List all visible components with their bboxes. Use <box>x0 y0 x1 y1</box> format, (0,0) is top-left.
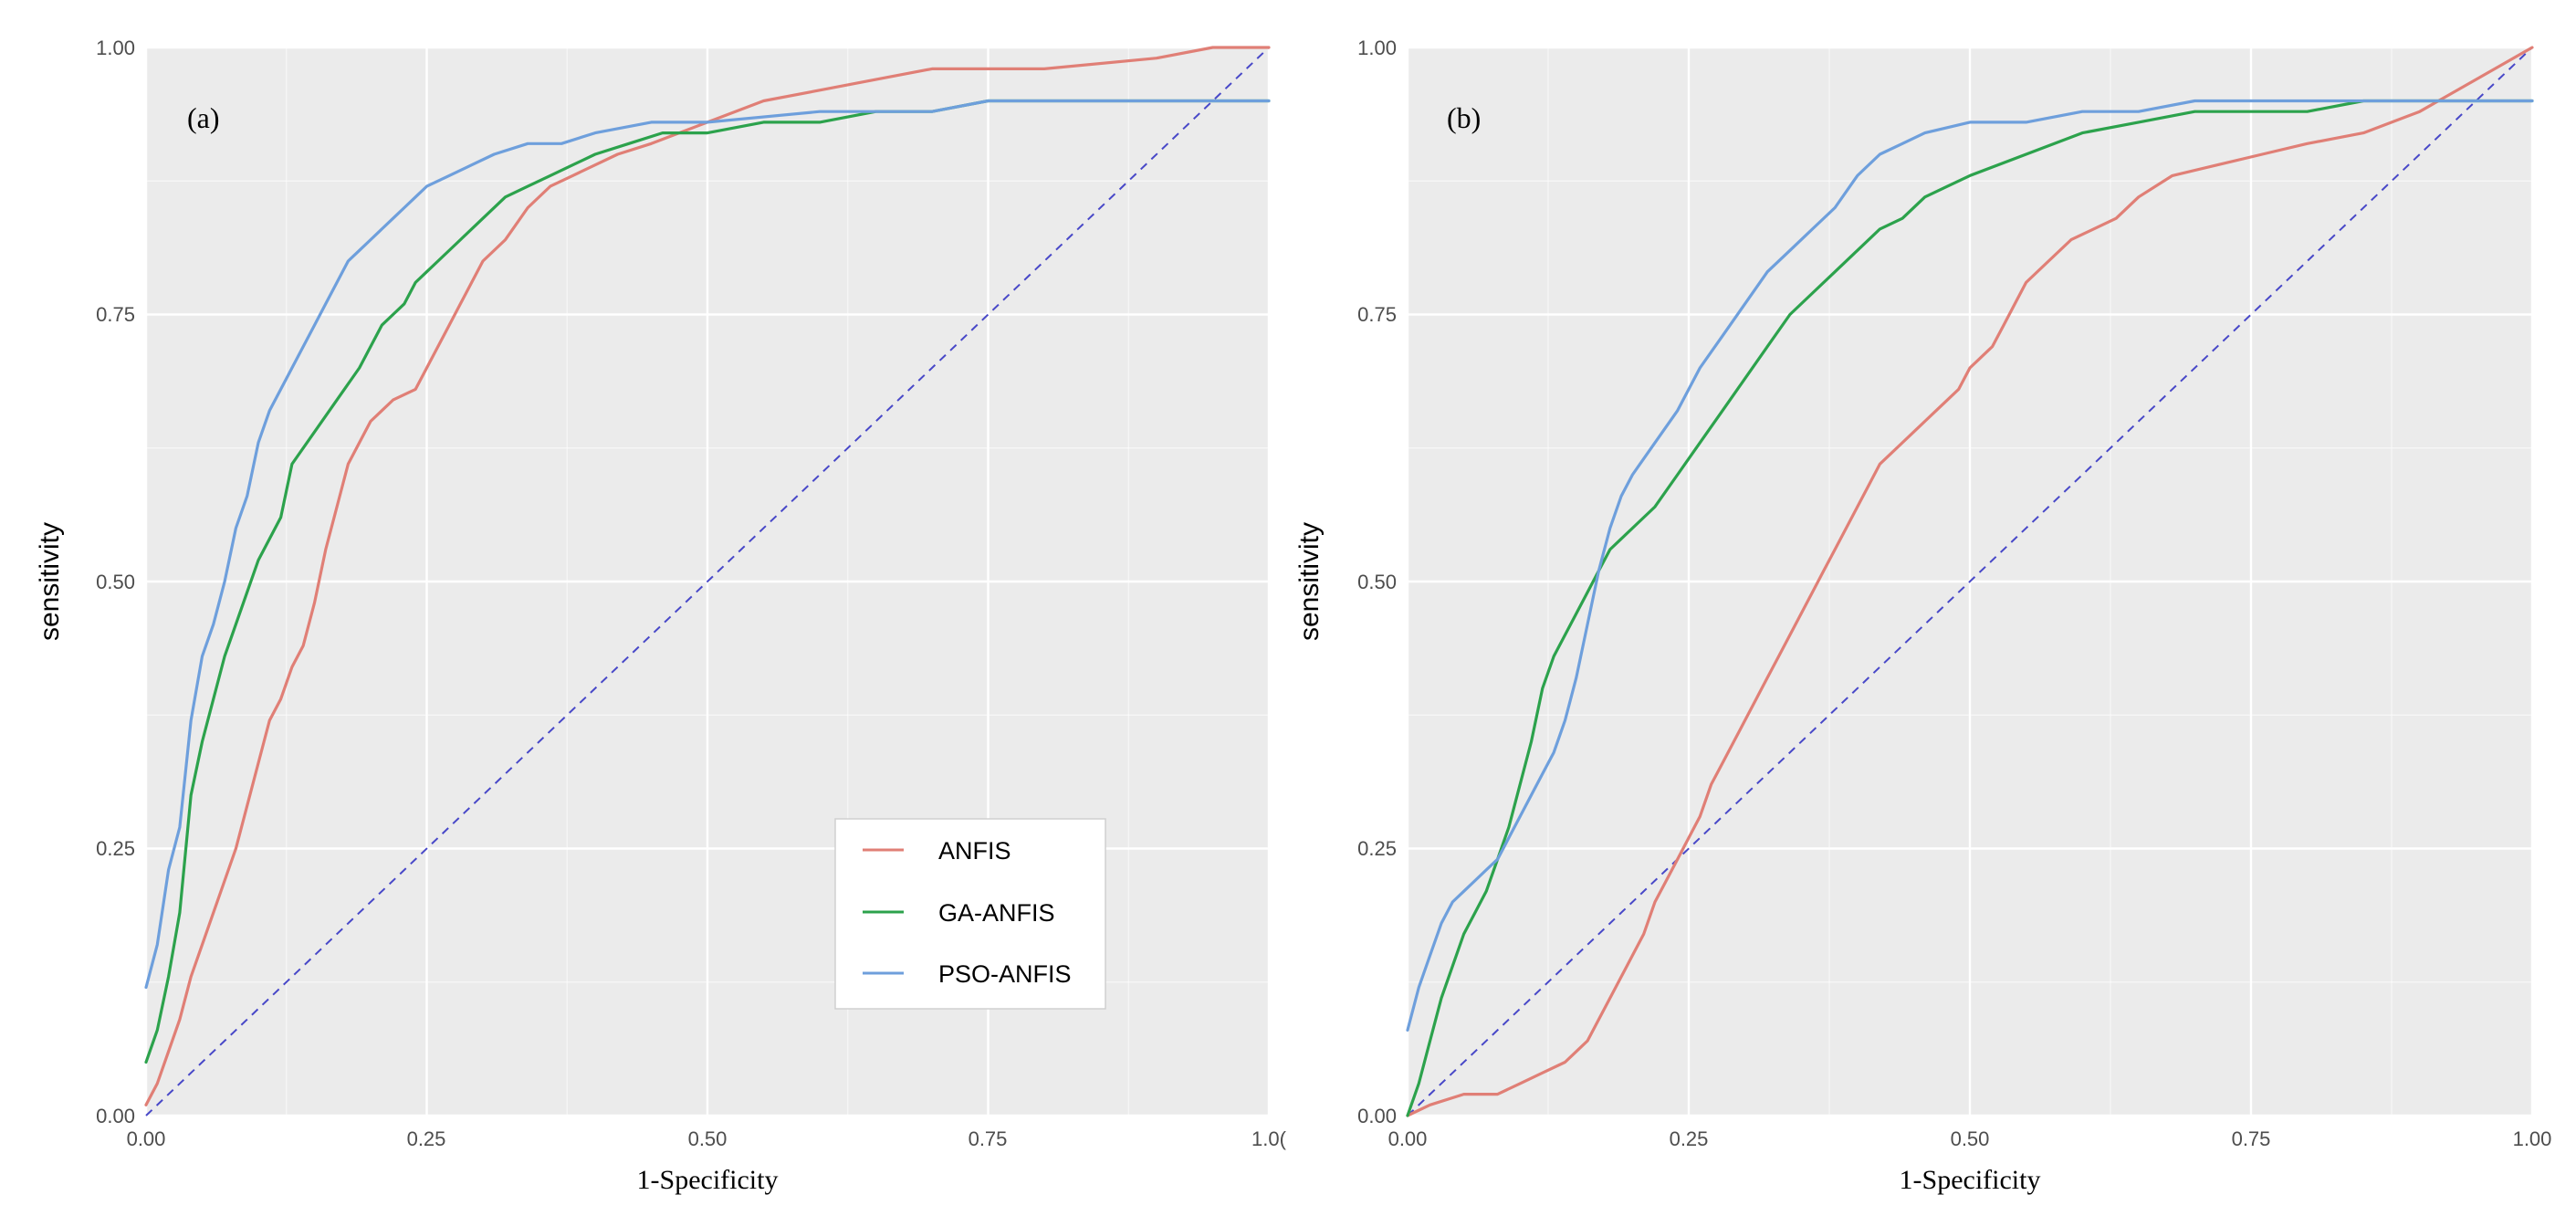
panel-label: (a) <box>187 101 220 134</box>
y-tick-label: 0.25 <box>1357 837 1397 860</box>
y-tick-labels: 0.00 0.25 0.50 0.75 1.00 <box>96 37 135 1127</box>
y-tick-label: 0.25 <box>96 837 135 860</box>
x-tick-label: 0.50 <box>1951 1127 1990 1150</box>
legend-label-anfis: ANFIS <box>938 837 1011 865</box>
y-tick-label: 0.50 <box>1357 571 1397 593</box>
y-tick-label: 1.00 <box>96 37 135 59</box>
y-tick-label: 0.50 <box>96 571 135 593</box>
series-line-pso-anfis <box>1406 99 2534 1033</box>
series-line-ga-anfis <box>1406 99 2534 1117</box>
y-tick-label: 0.00 <box>96 1105 135 1127</box>
series-line-pso-anfis <box>144 99 1271 990</box>
y-tick-label: 0.75 <box>1357 303 1397 326</box>
x-axis-title: 1-Specificity <box>637 1165 779 1195</box>
x-tick-label: 0.00 <box>1388 1127 1428 1150</box>
legend: ANFIS GA-ANFIS PSO-ANFIS <box>834 818 1106 1010</box>
x-tick-label: 0.75 <box>969 1127 1008 1150</box>
roc-panel-a: (a) 0.00 0.25 0.50 0.75 1.00 0.00 0.25 0… <box>35 37 1287 1195</box>
x-tick-label: 0.00 <box>127 1127 166 1150</box>
series-line-anfis <box>144 46 1271 1106</box>
legend-label-pso-anfis: PSO-ANFIS <box>938 960 1072 988</box>
reference-diagonal-line <box>145 47 1270 1116</box>
series-line-ga-anfis <box>144 99 1271 1064</box>
series-group <box>144 46 1271 1106</box>
x-tick-label: 1.00 <box>2513 1127 2552 1150</box>
x-tick-labels: 0.00 0.25 0.50 0.75 1.0( <box>127 1127 1287 1150</box>
y-tick-label: 1.00 <box>1357 37 1397 59</box>
y-tick-label: 0.75 <box>96 303 135 326</box>
x-tick-labels: 0.00 0.25 0.50 0.75 1.00 <box>1388 1127 2552 1150</box>
x-tick-label: 0.75 <box>2232 1127 2271 1150</box>
legend-label-ga-anfis: GA-ANFIS <box>938 899 1055 927</box>
y-axis-title: sensitivity <box>1294 522 1325 641</box>
series-group <box>1406 46 2534 1117</box>
series-line-anfis <box>1406 46 2534 1117</box>
roc-panel-b: (b) 0.00 0.25 0.50 0.75 1.00 0.00 0.25 0… <box>1294 37 2551 1195</box>
x-tick-label: 1.0( <box>1251 1127 1287 1150</box>
y-tick-label: 0.00 <box>1357 1105 1397 1127</box>
panel-label: (b) <box>1447 101 1481 134</box>
y-axis-title: sensitivity <box>35 522 65 641</box>
x-tick-label: 0.25 <box>407 1127 446 1150</box>
x-axis-title: 1-Specificity <box>1900 1165 2041 1195</box>
y-tick-labels: 0.00 0.25 0.50 0.75 1.00 <box>1357 37 1397 1127</box>
x-tick-label: 0.25 <box>1670 1127 1709 1150</box>
reference-diagonal-line <box>1407 47 2533 1116</box>
reference-diagonal <box>1407 47 2533 1116</box>
x-tick-label: 0.50 <box>688 1127 728 1150</box>
reference-diagonal <box>145 47 1270 1116</box>
